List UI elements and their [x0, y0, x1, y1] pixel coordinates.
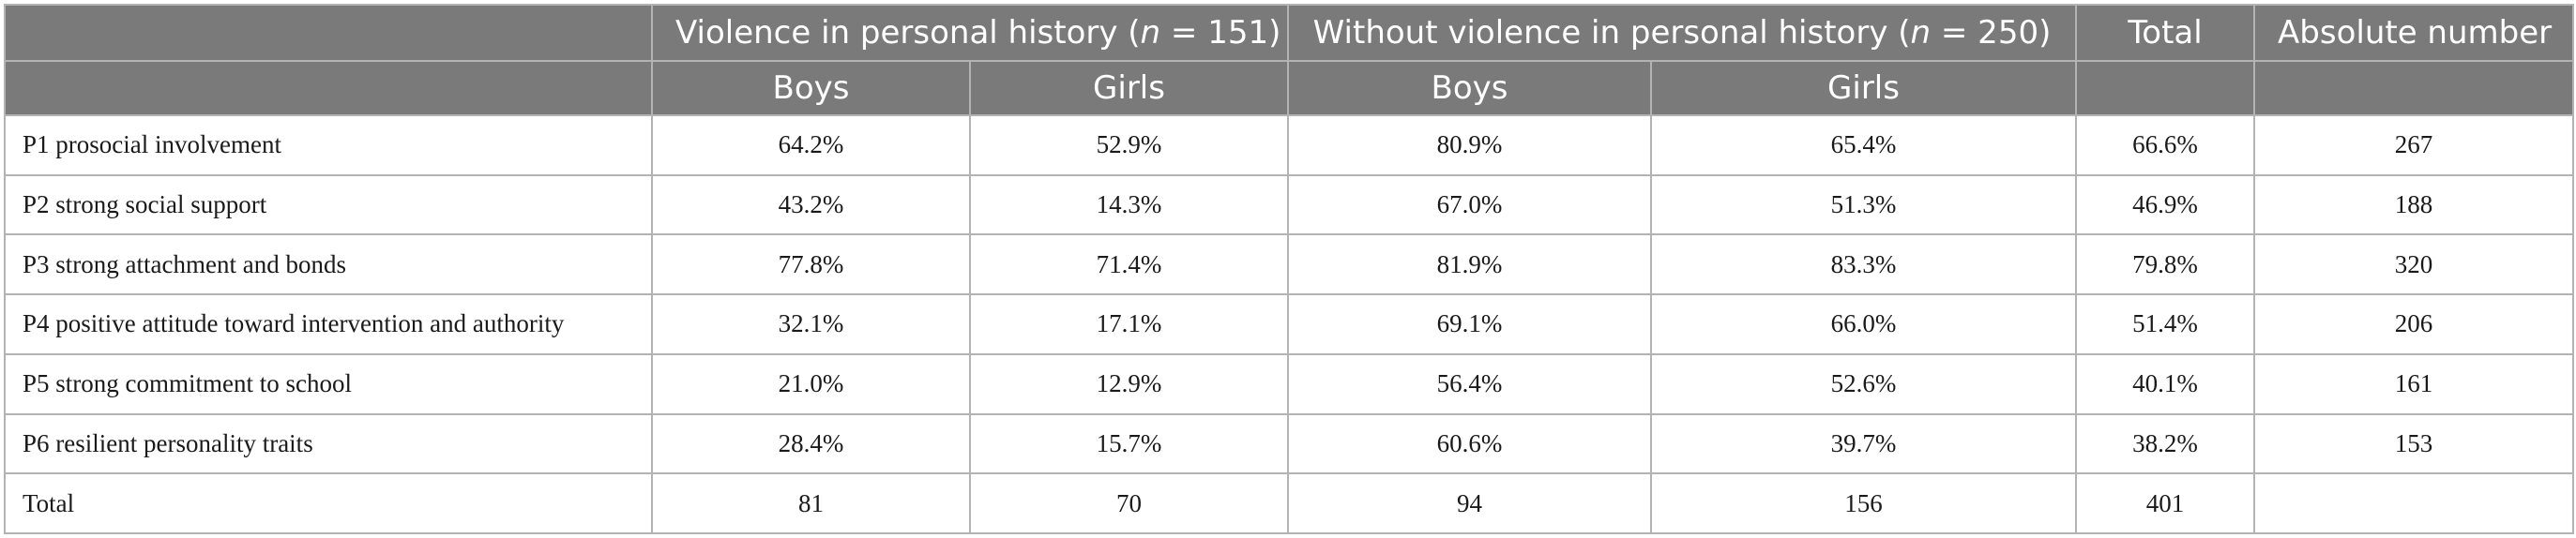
table-cell: 39.7% — [1649, 412, 2078, 475]
table-body: P1 prosocial involvement 64.2% 52.9% 80.… — [4, 114, 2575, 534]
table-cell: 60.6% — [1287, 412, 1652, 475]
table-cell: 66.0% — [1649, 293, 2078, 355]
table-cell: 188 — [2253, 173, 2575, 236]
table-cell: 51.3% — [1649, 173, 2078, 236]
header-violence-count: = 151) — [1160, 14, 1281, 52]
subheader-blank-cell — [2253, 60, 2575, 116]
table-cell: 83.3% — [1649, 233, 2078, 296]
row-label: P6 resilient personality traits — [4, 412, 653, 475]
table-cell: 79.8% — [2075, 233, 2256, 296]
data-table: Violence in personal history (n = 151) W… — [4, 4, 2575, 534]
table-row: P1 prosocial involvement 64.2% 52.9% 80.… — [4, 114, 2575, 176]
table-cell: 52.6% — [1649, 352, 2078, 415]
row-label: P2 strong social support — [4, 173, 653, 236]
header-blank-cell — [4, 4, 653, 62]
row-label: P3 strong attachment and bonds — [4, 233, 653, 296]
table-cell: 320 — [2253, 233, 2575, 296]
table-cell: 156 — [1649, 472, 2078, 534]
table-cell: 77.8% — [651, 233, 971, 296]
table-cell: 43.2% — [651, 173, 971, 236]
table-cell: 267 — [2253, 114, 2575, 176]
table-row-total: Total 81 70 94 156 401 — [4, 472, 2575, 534]
table-header: Violence in personal history (n = 151) W… — [4, 4, 2575, 116]
table-cell: 12.9% — [969, 352, 1289, 415]
table-cell: 40.1% — [2075, 352, 2256, 415]
table-row: P6 resilient personality traits 28.4% 15… — [4, 412, 2575, 475]
table-cell: 153 — [2253, 412, 2575, 475]
row-label: Total — [4, 472, 653, 534]
table-cell: 64.2% — [651, 114, 971, 176]
table-cell: 21.0% — [651, 352, 971, 415]
header-violence-n: n — [1140, 14, 1161, 52]
table-cell: 70 — [969, 472, 1289, 534]
subheader-blank-cell — [4, 60, 653, 116]
table-cell: 56.4% — [1287, 352, 1652, 415]
header-without-n: n — [1910, 14, 1932, 52]
row-label: P4 positive attitude toward intervention… — [4, 293, 653, 355]
header-without-count: = 250) — [1931, 14, 2052, 52]
table-cell: 14.3% — [969, 173, 1289, 236]
header-total: Total — [2075, 4, 2256, 62]
table-row: P4 positive attitude toward intervention… — [4, 293, 2575, 355]
header-violence-group: Violence in personal history (n = 151) — [651, 4, 1289, 62]
table-cell: 81 — [651, 472, 971, 534]
table-cell: 81.9% — [1287, 233, 1652, 296]
row-label: P5 strong commitment to school — [4, 352, 653, 415]
table-cell: 28.4% — [651, 412, 971, 475]
table-row: P2 strong social support 43.2% 14.3% 67.… — [4, 173, 2575, 236]
table-cell: 15.7% — [969, 412, 1289, 475]
table-cell: 67.0% — [1287, 173, 1652, 236]
table-cell: 51.4% — [2075, 293, 2256, 355]
table-cell: 46.9% — [2075, 173, 2256, 236]
row-label: P1 prosocial involvement — [4, 114, 653, 176]
table-cell: 94 — [1287, 472, 1652, 534]
subheader-boys: Boys — [1287, 60, 1652, 116]
table-cell: 401 — [2075, 472, 2256, 534]
table-row: P3 strong attachment and bonds 77.8% 71.… — [4, 233, 2575, 296]
header-without-violence-group: Without violence in personal history (n … — [1286, 4, 2078, 62]
table-cell: 161 — [2253, 352, 2575, 415]
table-cell: 69.1% — [1287, 293, 1652, 355]
header-row-subgroups: Boys Girls Boys Girls — [4, 60, 2575, 116]
table-cell: 66.6% — [2075, 114, 2256, 176]
header-without-text: Without violence in personal history ( — [1312, 14, 1911, 52]
subheader-boys: Boys — [651, 60, 971, 116]
header-violence-text: Violence in personal history ( — [675, 14, 1141, 52]
table-cell: 52.9% — [969, 114, 1289, 176]
subheader-girls: Girls — [1649, 60, 2078, 116]
header-row-groups: Violence in personal history (n = 151) W… — [4, 4, 2575, 62]
table-cell: 17.1% — [969, 293, 1289, 355]
table-cell: 38.2% — [2075, 412, 2256, 475]
table-cell: 71.4% — [969, 233, 1289, 296]
table-cell: 65.4% — [1649, 114, 2078, 176]
header-absolute-number: Absolute number — [2253, 4, 2575, 62]
table-row: P5 strong commitment to school 21.0% 12.… — [4, 352, 2575, 415]
subheader-blank-cell — [2075, 60, 2256, 116]
table-cell — [2253, 472, 2575, 534]
subheader-girls: Girls — [969, 60, 1289, 116]
table-cell: 80.9% — [1287, 114, 1652, 176]
table-cell: 206 — [2253, 293, 2575, 355]
table-cell: 32.1% — [651, 293, 971, 355]
